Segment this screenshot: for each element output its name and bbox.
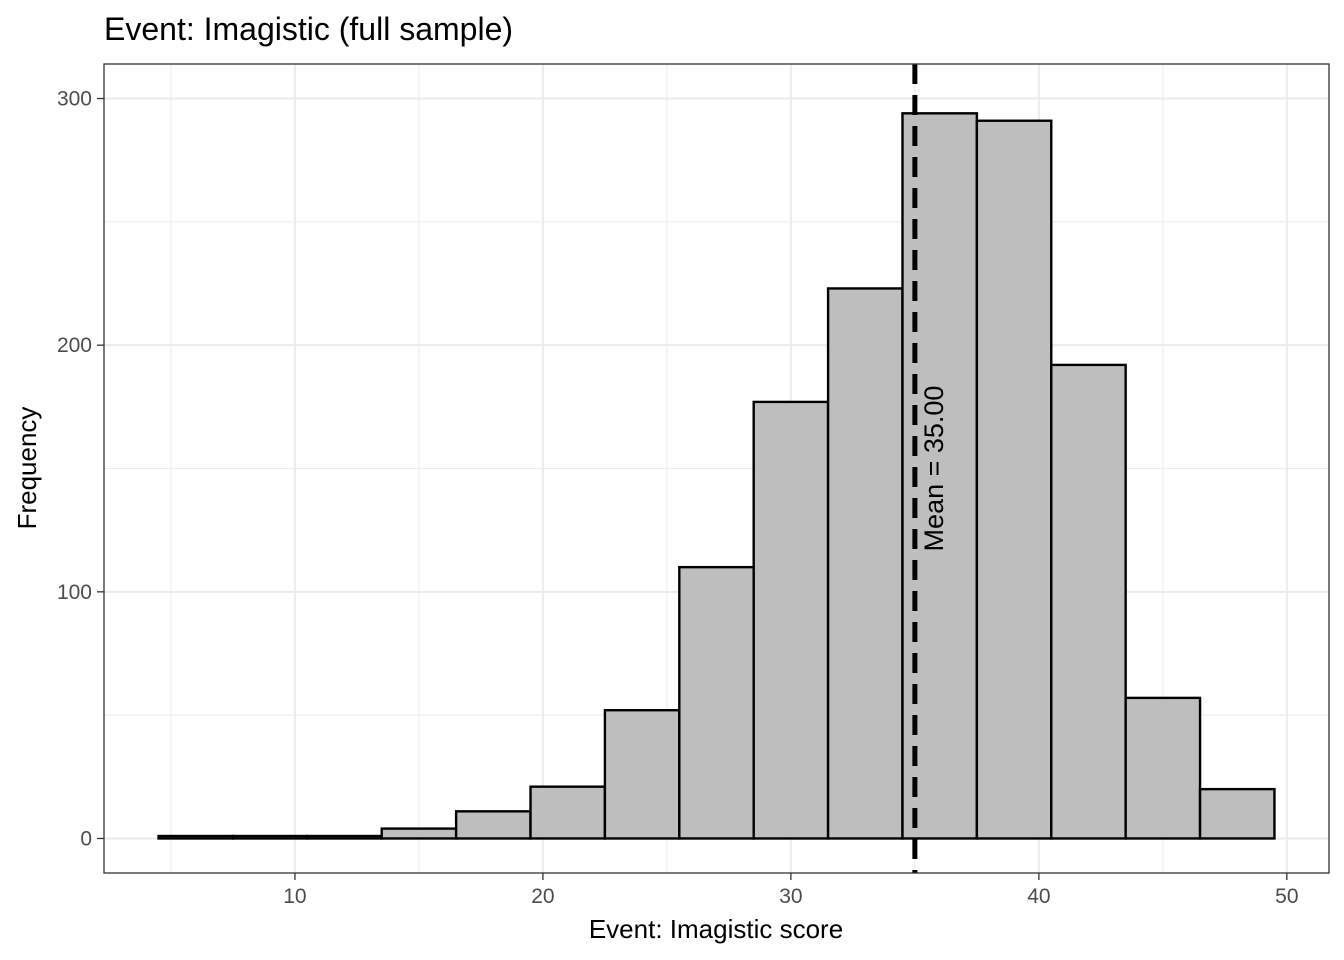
y-axis: 0 100 200 300 [57, 88, 104, 850]
panel-border [103, 63, 1330, 874]
histogram-bar [380, 827, 458, 840]
histogram-bars [157, 112, 1276, 840]
x-tick-label: 10 [283, 885, 306, 908]
histogram-bar [752, 400, 830, 840]
histogram-bar [454, 810, 532, 840]
mean-marker: Mean = 35.00 [912, 64, 949, 873]
y-axis-title: Frequency [12, 407, 42, 530]
mean-label: Mean = 35.00 [919, 386, 949, 552]
y-tick-label: 100 [57, 581, 92, 604]
x-tick-label: 50 [1275, 885, 1298, 908]
histogram-bar [603, 709, 681, 840]
histogram-bar [306, 834, 383, 840]
x-tick-label: 30 [779, 885, 802, 908]
histogram-bar [1124, 696, 1202, 840]
histogram-bar [1050, 363, 1127, 840]
y-tick-label: 200 [57, 334, 92, 357]
histogram-bar [529, 785, 607, 840]
chart-title: Event: Imagistic (full sample) [104, 11, 513, 47]
x-axis: 10 20 30 40 50 [283, 873, 1299, 908]
histogram-bar [678, 565, 755, 840]
x-tick-label: 20 [531, 885, 554, 908]
histogram-bar [157, 834, 235, 840]
y-tick-label: 0 [80, 827, 92, 850]
histogram-bar [1198, 787, 1276, 840]
histogram-bar [231, 834, 309, 840]
y-tick-label: 300 [57, 88, 92, 111]
x-tick-label: 40 [1027, 885, 1050, 908]
x-axis-title: Event: Imagistic score [589, 914, 843, 944]
histogram-bar [975, 119, 1053, 840]
histogram-bar [826, 287, 904, 840]
